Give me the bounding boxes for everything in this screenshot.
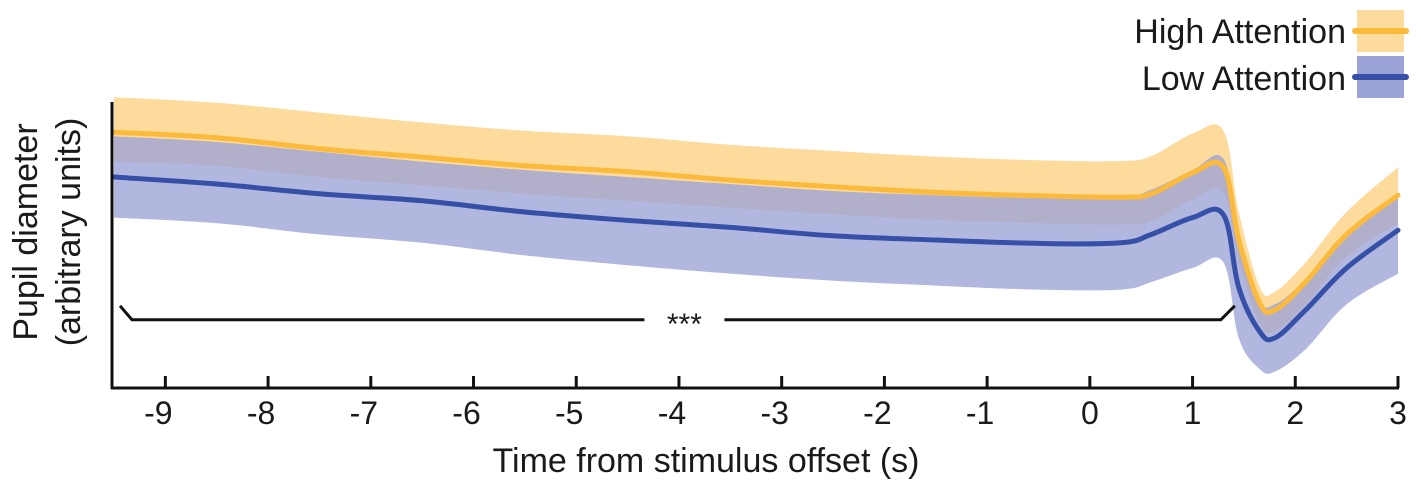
legend-entry-high-attention: High Attention	[1134, 10, 1409, 52]
x-tick-label: -7	[350, 395, 378, 431]
confidence-band-low-attention	[114, 136, 1398, 374]
legend-entry-low-attention: Low Attention	[1142, 56, 1409, 98]
x-tick-label: 2	[1286, 395, 1304, 431]
legend-label-low-attention: Low Attention	[1142, 60, 1346, 98]
x-tick-label: -6	[452, 395, 480, 431]
x-tick-label: 0	[1081, 395, 1099, 431]
y-axis-label-line-2: (arbitrary units)	[50, 118, 88, 347]
significance-bracket	[118, 304, 1236, 322]
y-axis-label-line-1: Pupil diameter	[7, 123, 45, 340]
x-tick-label: -2	[863, 395, 891, 431]
x-tick-label: -9	[144, 395, 172, 431]
mean-line-low-attention	[111, 174, 1401, 343]
bands-layer	[114, 97, 1398, 374]
legend-label-high-attention: High Attention	[1134, 13, 1346, 51]
x-tick-label: -3	[760, 395, 788, 431]
x-tick-label: -1	[966, 395, 994, 431]
lines-layer	[111, 129, 1401, 343]
x-axis-label: Time from stimulus offset (s)	[493, 442, 920, 480]
mean-line-high-attention	[111, 129, 1401, 315]
x-tick-label: 3	[1389, 395, 1407, 431]
axes: -9 -8 -7 -6 -5 -4 -3 -2 -1 0 1 2 3 Time from stimulu…	[7, 102, 1407, 480]
significance-label: ***	[667, 308, 702, 341]
legend: High Attention Low Attention	[1134, 10, 1409, 98]
annotation-layer: ***	[118, 304, 1236, 341]
x-ticks: -9 -8 -7 -6 -5 -4 -3 -2 -1 0 1 2 3	[144, 376, 1407, 431]
x-tick-label: -4	[658, 395, 686, 431]
x-tick-label: -8	[247, 395, 275, 431]
x-tick-label: -5	[555, 395, 583, 431]
x-tick-label: 1	[1184, 395, 1202, 431]
